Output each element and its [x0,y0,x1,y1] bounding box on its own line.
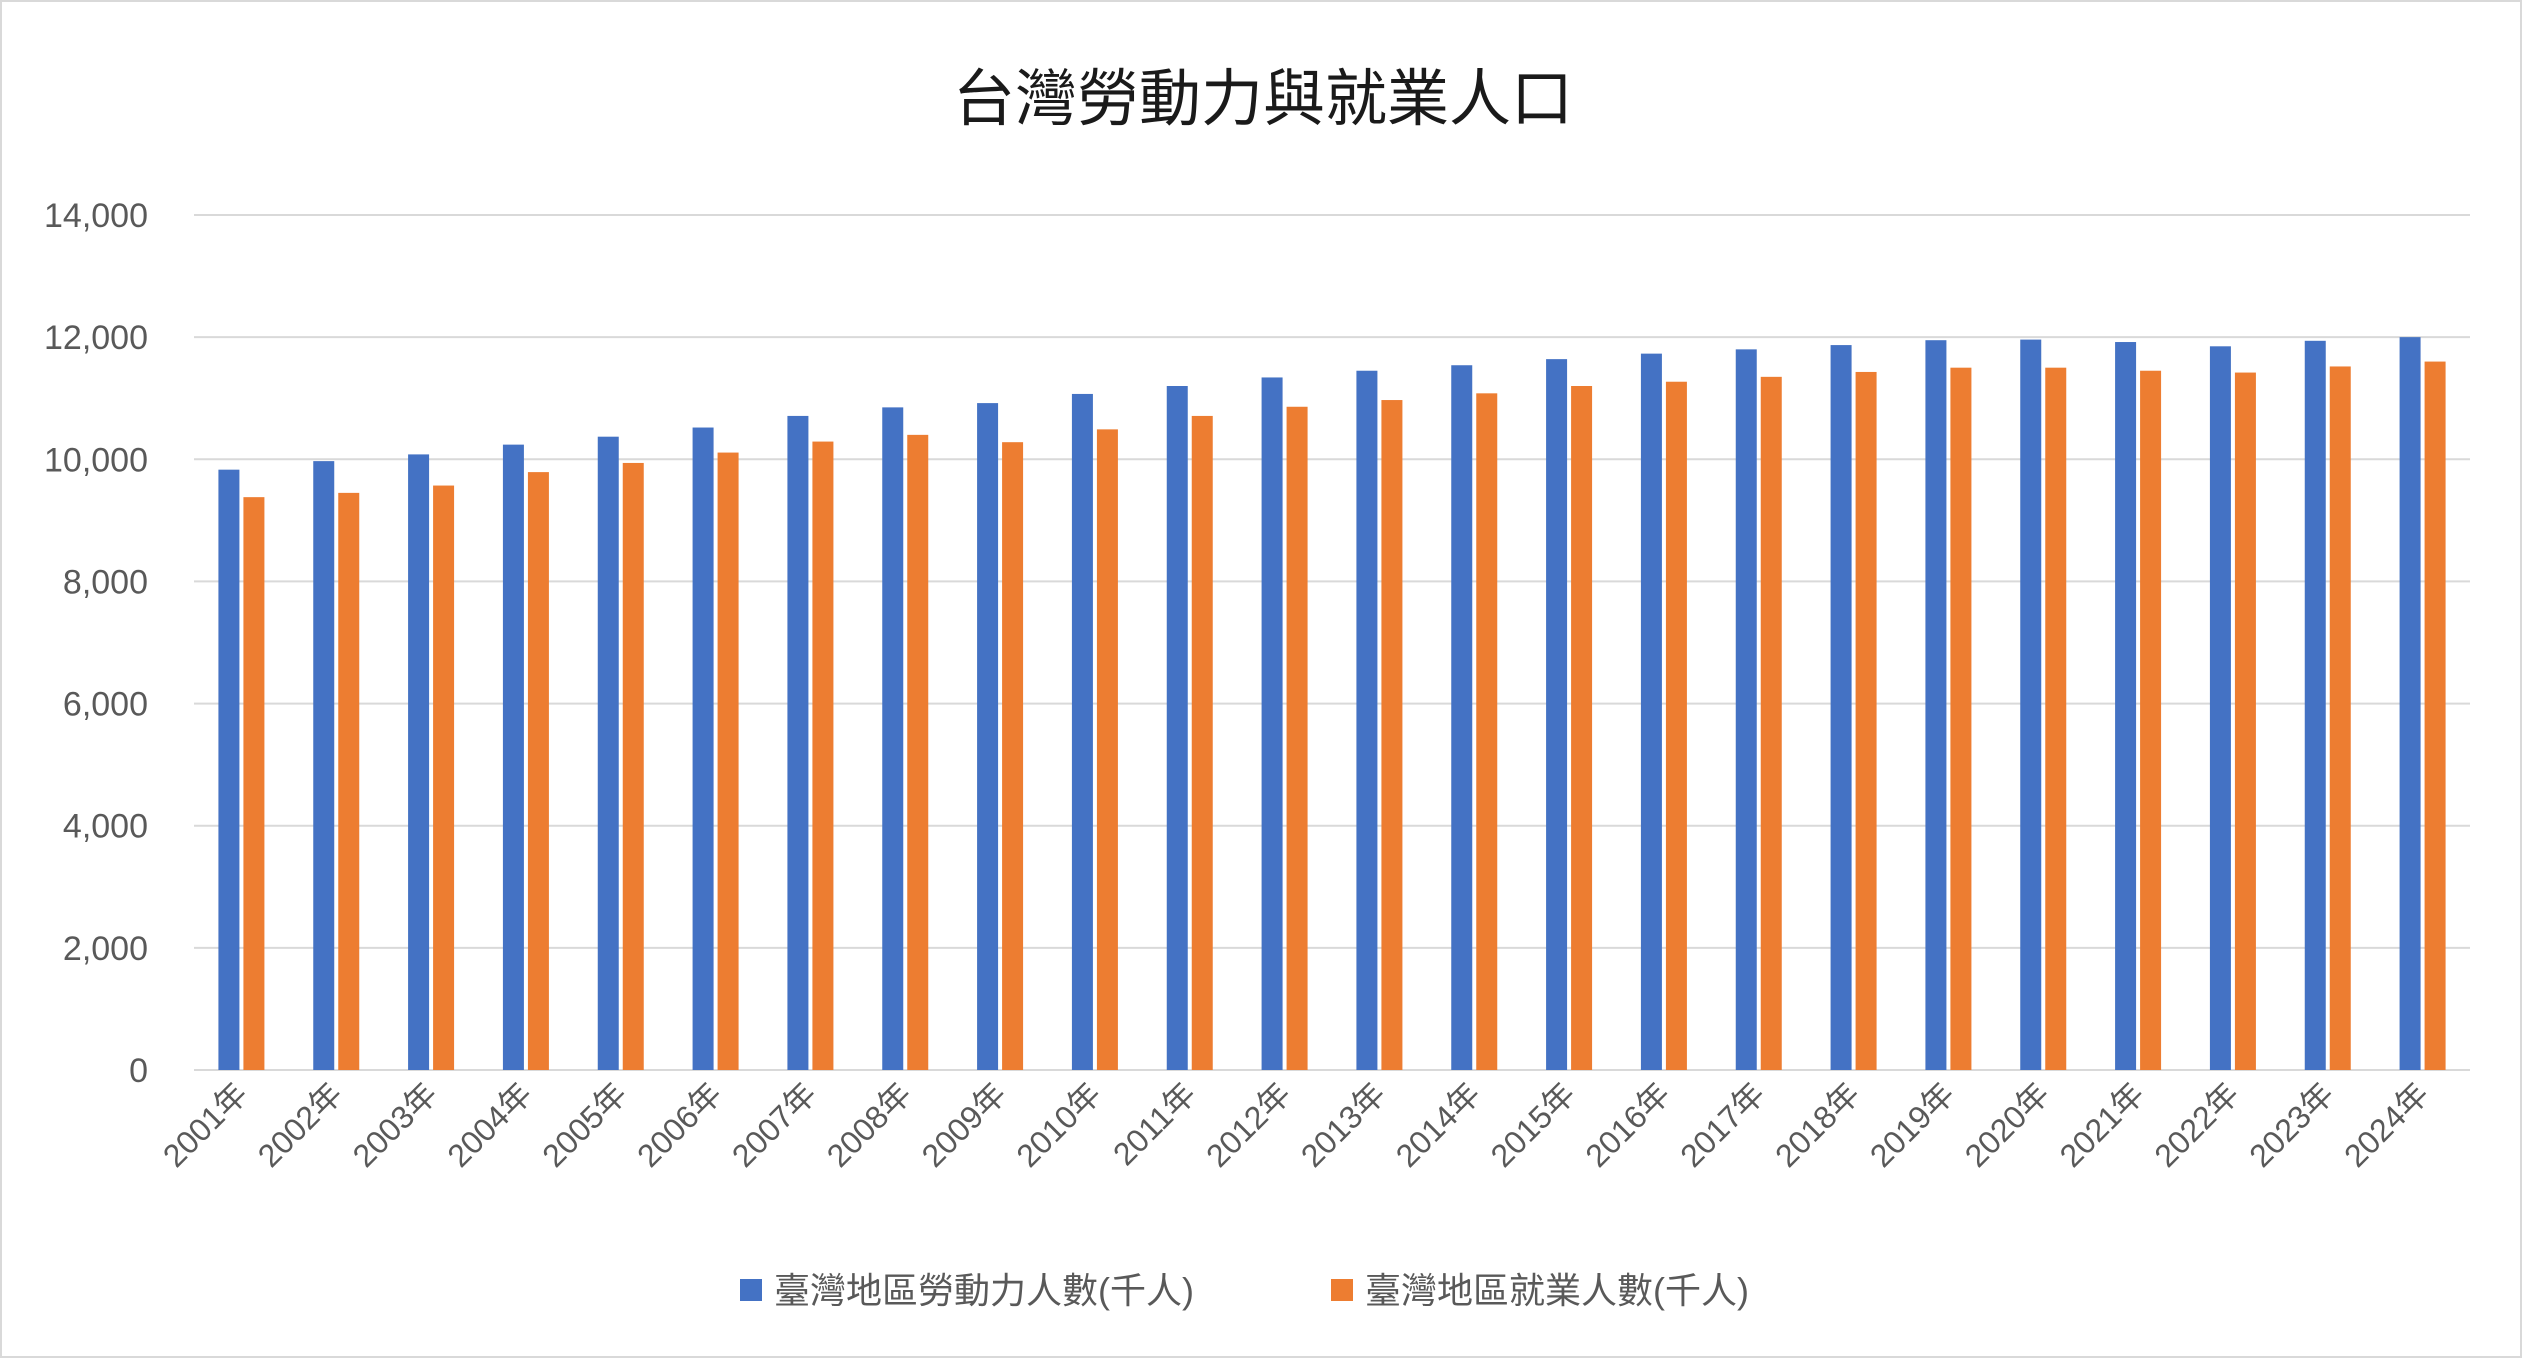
x-axis-ticks: 2001年2002年2003年2004年2005年2006年2007年2008年… [156,1075,2436,1173]
bar-labor-force-2021年 [2115,342,2137,1070]
bar-employed-2016年 [1665,381,1687,1071]
bar-employed-2003年 [433,485,455,1071]
y-tick-label: 10,000 [44,441,148,479]
bar-labor-force-2010年 [1071,393,1093,1070]
bar-employed-2004年 [527,472,549,1070]
bars [218,337,2446,1071]
x-tick-label: 2015年 [1484,1075,1582,1173]
x-tick-label: 2012年 [1199,1075,1297,1173]
x-tick-label: 2005年 [535,1075,633,1173]
legend-label: 臺灣地區勞動力人數(千人) [774,1270,1194,1311]
x-tick-label: 2008年 [820,1075,918,1173]
x-tick-label: 2007年 [725,1075,823,1173]
bar-employed-2024年 [2424,361,2446,1071]
x-tick-label: 2014年 [1389,1075,1487,1173]
x-tick-label: 2006年 [630,1075,728,1173]
bar-labor-force-2015年 [1546,359,1568,1071]
bar-labor-force-2019年 [1925,340,1947,1071]
bar-employed-2001年 [243,497,265,1070]
bar-labor-force-2020年 [2020,339,2042,1071]
x-tick-label: 2017年 [1673,1075,1771,1173]
bar-employed-2020年 [2045,367,2067,1070]
x-tick-label: 2021年 [2053,1075,2151,1173]
bar-employed-2019年 [1950,367,1972,1070]
bar-labor-force-2004年 [502,444,524,1071]
legend: 臺灣地區勞動力人數(千人) 臺灣地區就業人數(千人) [740,1270,1749,1311]
bar-labor-force-2003年 [408,454,430,1070]
x-tick-label: 2003年 [346,1075,444,1173]
bar-employed-2011年 [1191,415,1213,1070]
bar-employed-2009年 [1002,442,1024,1071]
bar-employed-2005年 [622,462,644,1070]
x-tick-label: 2009年 [915,1075,1013,1173]
bar-employed-2008年 [907,434,929,1070]
bar-labor-force-2008年 [882,407,904,1070]
y-tick-label: 12,000 [44,319,148,357]
x-tick-label: 2004年 [440,1075,538,1173]
y-tick-label: 8,000 [63,563,148,601]
bar-labor-force-2014年 [1451,365,1473,1070]
x-tick-label: 2019年 [1863,1075,1961,1173]
bar-labor-force-2017年 [1735,349,1757,1070]
bar-labor-force-2006年 [692,427,714,1070]
bar-employed-2017年 [1760,376,1782,1070]
bar-employed-2012年 [1286,406,1308,1070]
x-tick-label: 2001年 [156,1075,254,1173]
bar-employed-2013年 [1381,400,1403,1071]
bar-employed-2021年 [2140,370,2162,1070]
legend-swatch [1331,1279,1353,1301]
x-tick-label: 2020年 [1958,1075,2056,1173]
x-tick-label: 2002年 [251,1075,349,1173]
bar-employed-2007年 [812,441,834,1070]
x-tick-label: 2023年 [2242,1075,2340,1173]
bar-labor-force-2022年 [2209,346,2231,1070]
bar-employed-2010年 [1096,429,1118,1070]
y-tick-label: 2,000 [63,930,148,968]
y-tick-label: 0 [129,1052,148,1090]
bar-employed-2014年 [1476,393,1498,1070]
legend-label: 臺灣地區就業人數(千人) [1365,1270,1749,1311]
x-tick-label: 2010年 [1009,1075,1107,1173]
bar-labor-force-2016年 [1640,353,1662,1070]
x-tick-label: 2022年 [2147,1075,2245,1173]
y-tick-label: 6,000 [63,686,148,724]
bar-employed-2023年 [2329,366,2351,1070]
legend-swatch [740,1279,762,1301]
bar-labor-force-2013年 [1356,370,1378,1070]
x-tick-label: 2011年 [1106,1075,1203,1172]
x-tick-label: 2016年 [1578,1075,1676,1173]
bar-labor-force-2002年 [313,461,335,1070]
x-tick-label: 2024年 [2337,1075,2435,1173]
bar-labor-force-2023年 [2304,340,2326,1070]
bar-labor-force-2024年 [2399,337,2421,1071]
bar-employed-2002年 [338,492,360,1070]
y-tick-label: 4,000 [63,808,148,846]
bar-employed-2018年 [1855,371,1877,1070]
bar-labor-force-2005年 [597,436,619,1070]
gridlines [194,214,2470,1071]
bar-labor-force-2012年 [1261,377,1283,1070]
bar-labor-force-2011年 [1166,386,1188,1070]
bar-employed-2006年 [717,452,739,1070]
bar-employed-2015年 [1571,386,1593,1070]
chart-title: 台灣勞動力與就業人口 [953,62,1573,135]
x-tick-label: 2018年 [1768,1075,1866,1173]
y-tick-label: 14,000 [44,197,148,235]
bar-labor-force-2009年 [977,403,999,1071]
y-axis-ticks: 0 2,000 4,000 6,000 8,000 10,000 12,000 14,000 [44,197,148,1090]
bar-employed-2022年 [2234,372,2256,1070]
bar-labor-force-2018年 [1830,345,1852,1070]
bar-labor-force-2007年 [787,415,809,1070]
bar-labor-force-2001年 [218,469,240,1070]
x-tick-label: 2013年 [1294,1075,1392,1173]
